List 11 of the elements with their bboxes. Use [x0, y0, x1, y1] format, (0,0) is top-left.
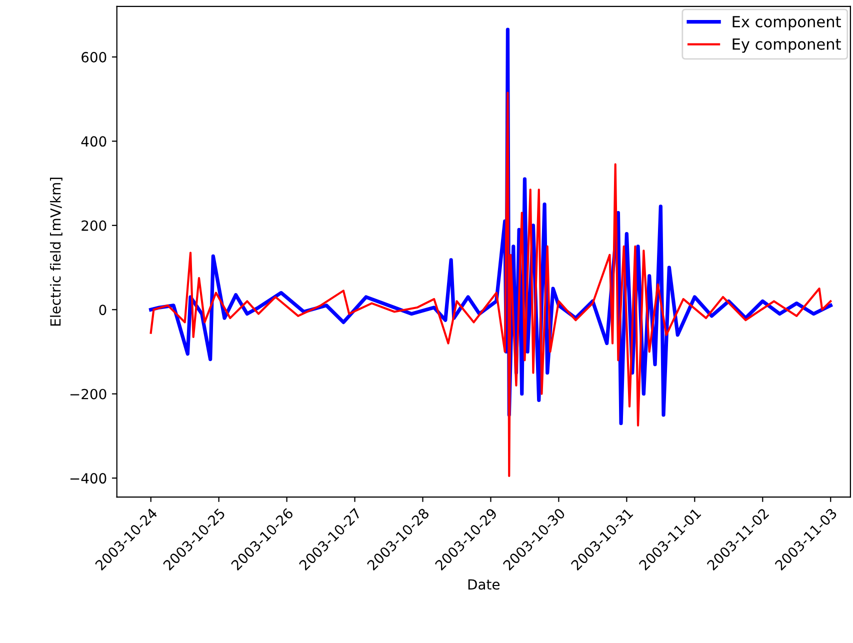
y-tick-label: 200 [82, 220, 106, 231]
y-tick-label: −400 [70, 473, 106, 484]
y-tick-label: 0 [99, 304, 106, 316]
legend-label: Ex component [732, 16, 841, 30]
line-series [150, 92, 832, 478]
y-tick-label: 400 [81, 136, 106, 147]
y-tick-label: 600 [82, 52, 106, 62]
y-axis-title: Electric field [mV/km] [50, 178, 62, 326]
legend-label: Ey component [732, 38, 841, 53]
y-tick-label: −200 [70, 388, 106, 400]
x-axis-title: Date [468, 579, 500, 590]
